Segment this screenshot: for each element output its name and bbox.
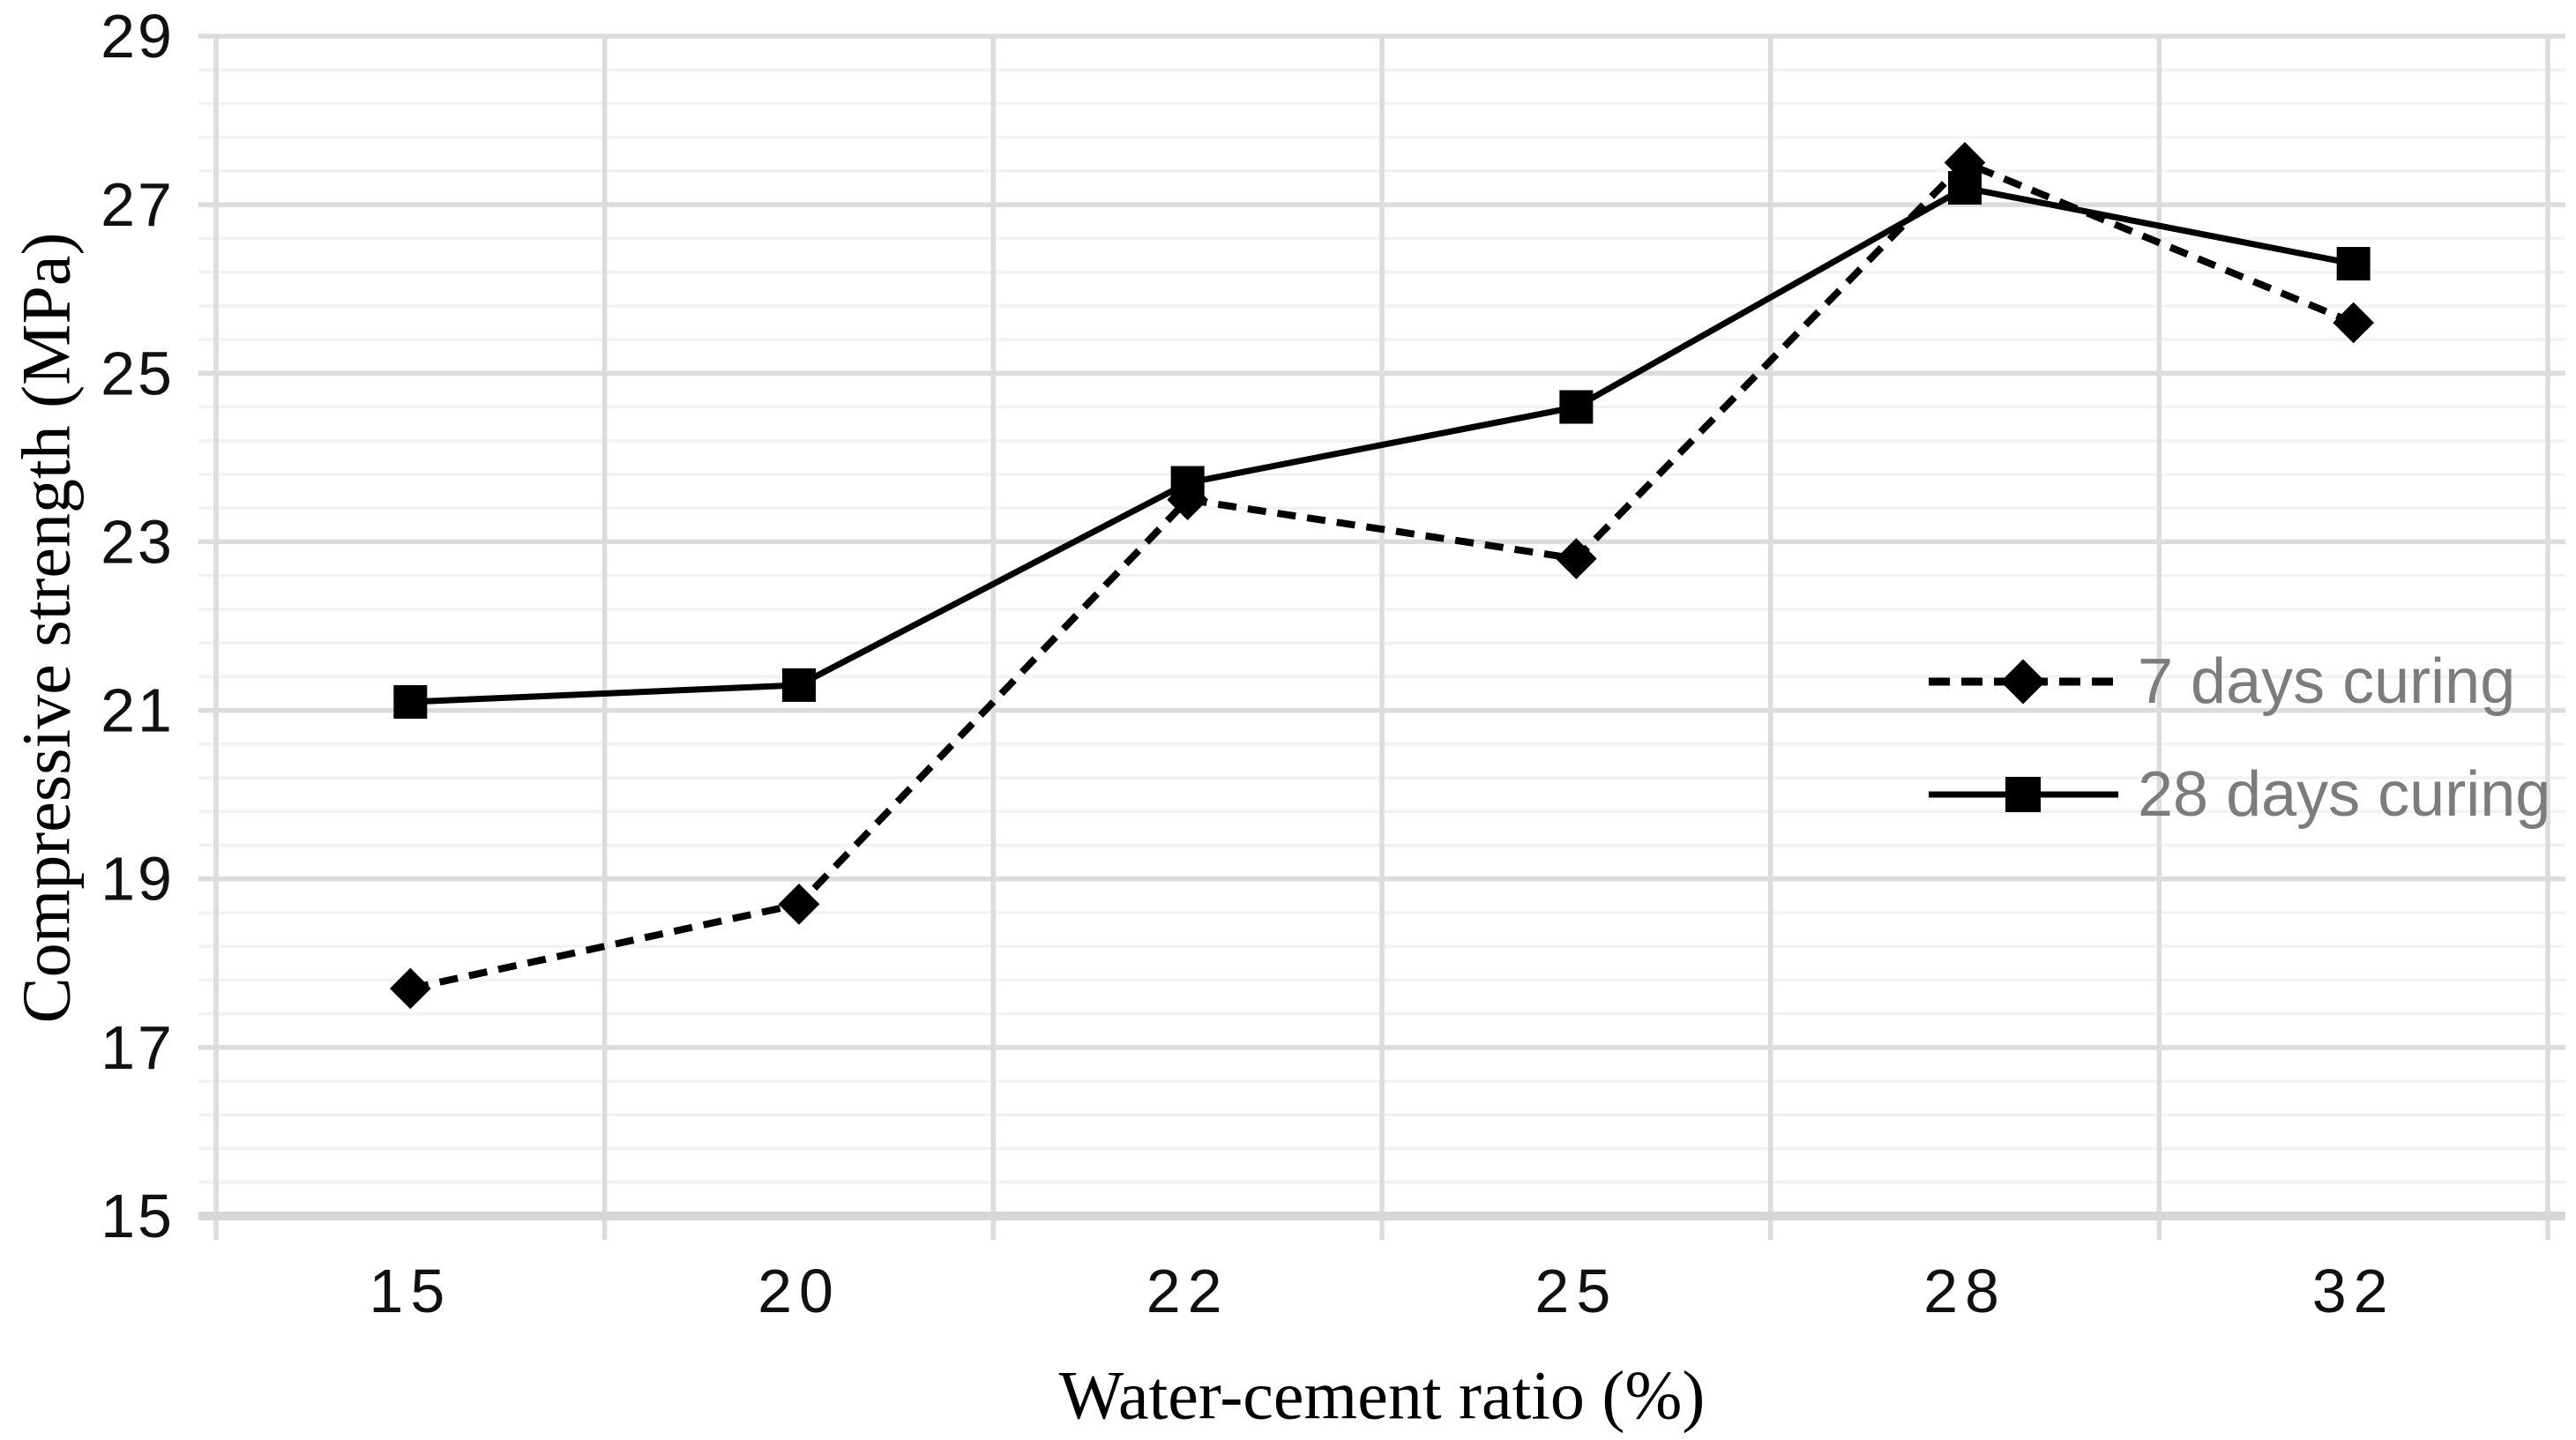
legend-keys	[1929, 659, 2118, 812]
y-tick-label: 17	[101, 1013, 175, 1082]
square-marker	[782, 668, 816, 702]
x-tick-label: 32	[2312, 1257, 2395, 1325]
y-tick-label: 19	[101, 845, 175, 914]
x-tick-label: 22	[1146, 1257, 1229, 1325]
square-marker	[393, 685, 428, 720]
legend: 7 days curing 28 days curing	[1929, 646, 2550, 830]
square-marker	[1170, 466, 1205, 500]
x-tick-label: 28	[1923, 1257, 2006, 1325]
vertical-gridlines	[213, 36, 2550, 1240]
series-28-days-curing	[393, 171, 2371, 720]
x-tick-label: 25	[1534, 1257, 1617, 1325]
square-marker	[2336, 247, 2371, 281]
y-tick-label: 23	[101, 507, 175, 576]
diamond-marker	[778, 884, 820, 925]
y-axis-tick-labels: 15 17 19 21 23 25 27 29	[101, 2, 175, 1250]
legend-key-2	[1929, 777, 2118, 812]
y-tick-label: 29	[101, 2, 175, 71]
x-axis-title: Water-cement ratio (%)	[1059, 1357, 1706, 1434]
series-line	[410, 184, 2355, 705]
y-tick-label: 21	[101, 676, 175, 745]
series-7-days-curing	[389, 142, 2375, 1010]
y-tick-label: 15	[101, 1182, 175, 1250]
legend-square-marker	[2005, 777, 2041, 812]
y-axis-title: Compressive strength (MPa)	[8, 233, 85, 1024]
square-marker	[1948, 171, 1982, 205]
series-line	[409, 158, 2356, 992]
diamond-marker	[1555, 538, 1597, 579]
square-marker	[1559, 390, 1594, 424]
data-series	[389, 142, 2375, 1010]
x-tick-label: 20	[758, 1257, 840, 1325]
legend-diamond-marker	[2000, 659, 2046, 705]
x-tick-label: 15	[369, 1257, 452, 1325]
y-tick-label: 27	[101, 170, 175, 239]
legend-key-1	[1929, 659, 2118, 705]
y-tick-label: 25	[101, 339, 175, 407]
legend-label-7-days: 7 days curing	[2138, 646, 2515, 717]
diamond-marker	[2333, 302, 2375, 344]
legend-label-28-days: 28 days curing	[2138, 759, 2550, 830]
x-axis-tick-labels: 15 20 22 25 28 32	[369, 1257, 2395, 1325]
diamond-marker	[389, 967, 431, 1010]
